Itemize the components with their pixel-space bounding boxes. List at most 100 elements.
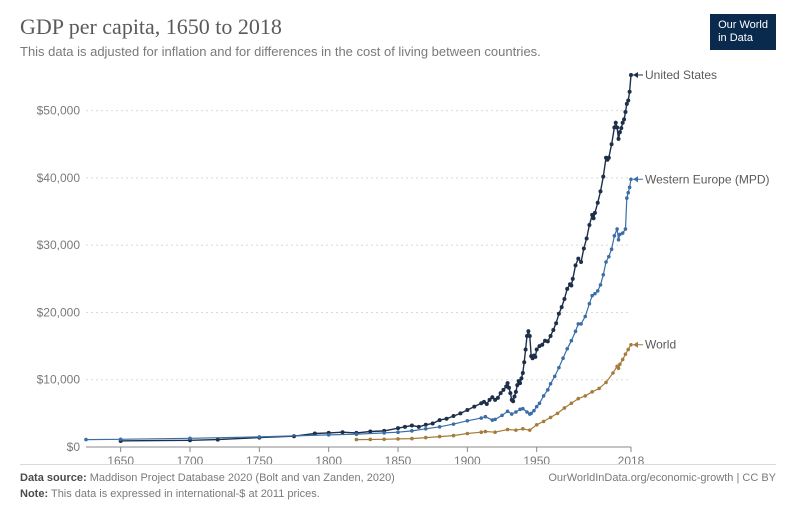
series-marker [417, 425, 421, 429]
series-marker [526, 329, 530, 333]
footer-left: Data source: Maddison Project Database 2… [20, 471, 395, 502]
series-marker [438, 418, 442, 422]
series-marker [484, 430, 488, 434]
series-marker [582, 247, 586, 251]
series-marker [524, 347, 528, 351]
series-marker [596, 289, 600, 293]
series-marker [628, 90, 632, 94]
series-marker [571, 277, 575, 281]
series-marker [532, 409, 536, 413]
series-marker [451, 414, 455, 418]
series-marker [563, 406, 567, 410]
chart-subtitle: This data is adjusted for inflation and … [20, 44, 776, 59]
series-marker [119, 437, 123, 441]
series-marker [382, 437, 386, 441]
series-marker [519, 376, 523, 380]
y-tick-label: $40,000 [37, 171, 81, 185]
series-marker [615, 227, 619, 231]
page: GDP per capita, 1650 to 2018 This data i… [0, 0, 796, 512]
series-marker [570, 401, 574, 405]
series-marker [617, 366, 621, 370]
series-marker [484, 415, 488, 419]
series-marker [431, 421, 435, 425]
series-marker [466, 419, 470, 423]
series-marker [574, 329, 578, 333]
series-marker [587, 223, 591, 227]
series-marker [341, 430, 345, 434]
series-marker [529, 412, 533, 416]
header: GDP per capita, 1650 to 2018 This data i… [20, 14, 776, 59]
series-marker [565, 287, 569, 291]
series-marker [553, 375, 557, 379]
series-marker [626, 348, 630, 352]
series-label: Western Europe (MPD) [645, 172, 769, 186]
series-line [121, 75, 631, 441]
source-value: Maddison Project Database 2020 (Bolt and… [90, 472, 395, 484]
series-marker [396, 437, 400, 441]
series-marker [599, 283, 603, 287]
series-marker [368, 438, 372, 442]
series-marker [546, 339, 550, 343]
series-marker [623, 110, 627, 114]
series-marker [511, 399, 515, 403]
owid-logo: Our World in Data [710, 14, 776, 50]
series-line [86, 179, 631, 439]
series-marker [493, 430, 497, 434]
series-marker [626, 191, 630, 195]
series-marker [607, 156, 611, 160]
series-marker [521, 407, 525, 411]
series-marker [424, 427, 428, 431]
series-marker [583, 315, 587, 319]
series-marker [493, 418, 497, 422]
series-marker [535, 405, 539, 409]
y-tick-label: $20,000 [37, 305, 81, 319]
series-marker [574, 263, 578, 267]
attribution: OurWorldInData.org/economic-growth | CC … [548, 472, 776, 484]
series-marker [540, 343, 544, 347]
series-marker [607, 255, 611, 259]
series-marker [549, 334, 553, 338]
series-marker [465, 408, 469, 412]
series-marker [618, 130, 622, 134]
series-marker [188, 436, 192, 440]
series-marker [613, 234, 617, 238]
series-marker [479, 416, 483, 420]
series-marker [496, 396, 500, 400]
series-marker [472, 405, 476, 409]
series-marker [554, 321, 558, 325]
series-marker [438, 435, 442, 439]
series-marker [619, 126, 623, 130]
series-marker [410, 429, 414, 433]
series-marker [84, 438, 88, 442]
y-tick-label: $50,000 [37, 104, 81, 118]
series-label: United States [645, 68, 717, 82]
series-marker [514, 390, 518, 394]
source-label: Data source: [20, 472, 87, 484]
series-marker [510, 412, 514, 416]
series-marker [452, 434, 456, 438]
series-marker [485, 402, 489, 406]
series-marker [588, 302, 592, 306]
series-marker [355, 432, 359, 436]
series-marker [424, 423, 428, 427]
series-marker [507, 386, 511, 390]
series-marker [528, 428, 532, 432]
series-marker [382, 431, 386, 435]
footer: Data source: Maddison Project Database 2… [20, 464, 776, 502]
series-marker [452, 422, 456, 426]
series-marker [615, 125, 619, 129]
series-marker [546, 388, 550, 392]
series-marker [628, 186, 632, 190]
note-label: Note: [20, 488, 48, 500]
note-value: This data is expressed in international-… [51, 488, 320, 500]
series-marker [614, 121, 618, 125]
series-marker [522, 360, 526, 364]
series-label: World [645, 338, 676, 352]
series-marker [466, 432, 470, 436]
series-marker [528, 334, 532, 338]
series-marker [569, 284, 573, 288]
series-marker [570, 339, 574, 343]
series-marker [521, 427, 525, 431]
series-marker [535, 347, 539, 351]
series-marker [538, 401, 542, 405]
